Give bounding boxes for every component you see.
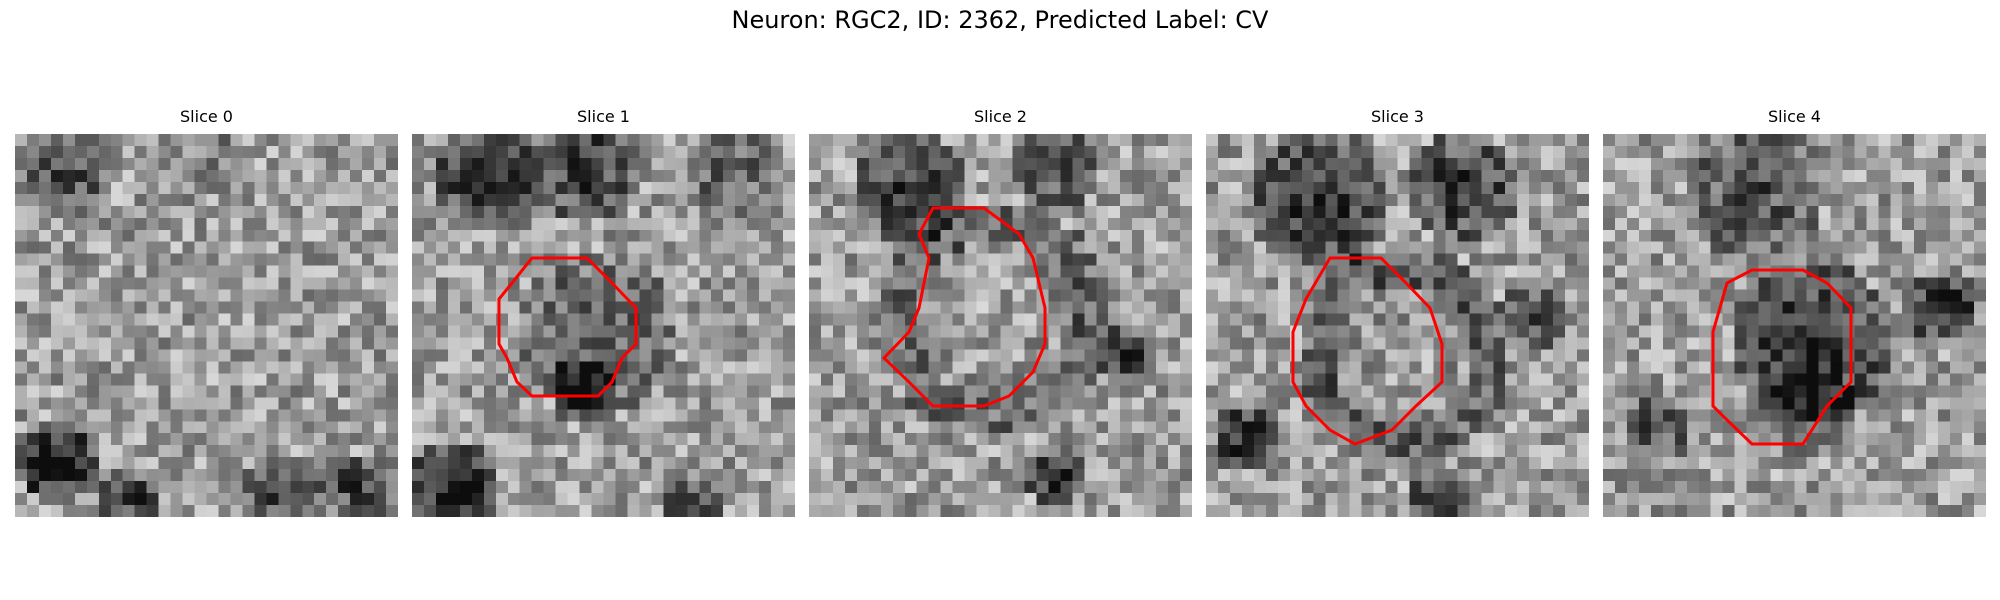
slice-panel-2: Slice 2: [809, 106, 1192, 517]
grayscale-image: [412, 134, 795, 517]
grayscale-image: [809, 134, 1192, 517]
contour-outline: [1291, 256, 1444, 446]
grayscale-image: [1603, 134, 1986, 517]
slice-title: Slice 3: [1371, 107, 1424, 126]
slice-title: Slice 4: [1768, 107, 1821, 126]
segmentation-contour: [1711, 268, 1853, 446]
slice-panel-0: Slice 0: [15, 106, 398, 517]
figure-title: Neuron: RGC2, ID: 2362, Predicted Label:…: [731, 6, 1269, 34]
slice-panel-1: Slice 1: [412, 106, 795, 517]
segmentation-contour: [1291, 256, 1444, 446]
grayscale-image: [1206, 134, 1589, 517]
slice-title: Slice 1: [577, 107, 630, 126]
slice-panel-3: Slice 3: [1206, 106, 1589, 517]
segmentation-contour: [881, 206, 1047, 408]
contour-outline: [881, 206, 1047, 408]
segmentation-contour: [497, 256, 638, 398]
slice-title: Slice 0: [180, 107, 233, 126]
grayscale-image: [15, 134, 398, 517]
contour-outline: [497, 256, 638, 398]
contour-outline: [1711, 268, 1853, 446]
slice-title: Slice 2: [974, 107, 1027, 126]
slice-panel-4: Slice 4: [1603, 106, 1986, 517]
